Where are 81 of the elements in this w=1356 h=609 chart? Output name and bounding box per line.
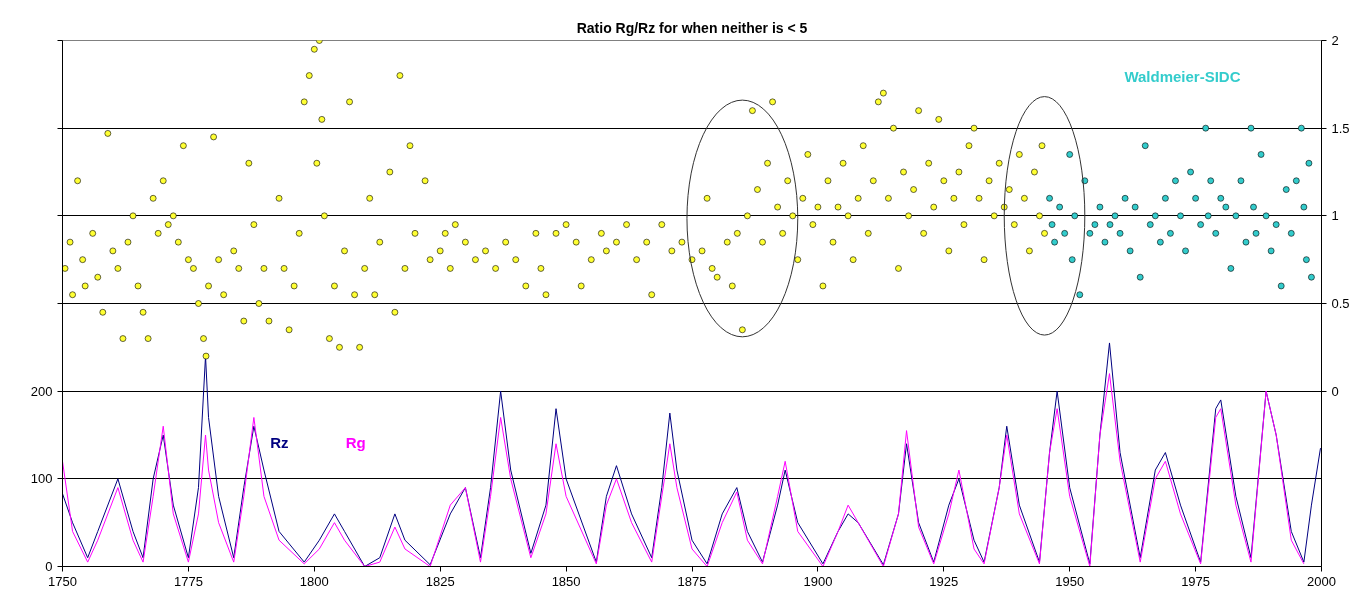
point <box>1272 221 1280 228</box>
point <box>1267 247 1275 255</box>
text: Rg <box>345 433 366 451</box>
point <box>1141 142 1149 149</box>
point <box>1116 230 1124 237</box>
point <box>1061 230 1068 237</box>
x-tick-label: 1975 <box>1181 573 1211 589</box>
x-tick-label: 1925 <box>929 573 959 589</box>
point <box>1282 186 1290 193</box>
chart-title: Ratio Rg/Rz for when neither is < 5 <box>576 19 808 36</box>
y2-tick-label: 1 <box>1331 208 1339 224</box>
point <box>1172 177 1179 185</box>
y-tick-label: 0 <box>45 559 53 574</box>
point <box>1101 238 1109 246</box>
point <box>1056 203 1063 211</box>
point <box>1308 273 1315 281</box>
point <box>1066 151 1073 158</box>
y-tick-label: 100 <box>30 471 53 487</box>
point <box>1247 124 1255 132</box>
point <box>1262 212 1270 220</box>
point <box>1167 230 1174 237</box>
point <box>1051 238 1058 246</box>
point <box>1048 221 1056 228</box>
point <box>1197 221 1204 228</box>
point <box>1257 151 1265 158</box>
point <box>1287 230 1295 237</box>
point <box>1136 273 1144 281</box>
point <box>1277 282 1285 290</box>
point <box>1217 195 1225 202</box>
point <box>1177 212 1184 220</box>
y2-tick-label: 2 <box>1331 33 1339 48</box>
point <box>1076 291 1084 299</box>
point <box>1242 238 1250 246</box>
x-tick-label: 2000 <box>1307 573 1336 589</box>
x-tick-label: 1875 <box>677 573 707 589</box>
point <box>1126 247 1134 255</box>
x-tick-label: 1850 <box>551 573 581 589</box>
point <box>1187 168 1194 176</box>
point <box>1192 195 1199 202</box>
point <box>1222 203 1230 211</box>
x-tick-label: 1800 <box>299 573 329 589</box>
y2-tick-label: 1.5 <box>1331 120 1350 136</box>
point <box>1212 230 1220 237</box>
x-tick-label: 1950 <box>1055 573 1085 589</box>
point <box>1250 203 1257 211</box>
point <box>1096 203 1104 211</box>
point <box>1227 265 1235 272</box>
series-label: Rz <box>270 433 289 451</box>
point <box>1071 212 1079 220</box>
point <box>1106 221 1114 228</box>
point <box>1091 221 1099 228</box>
point <box>1157 238 1164 246</box>
point <box>1237 177 1245 185</box>
point <box>1086 230 1094 237</box>
point <box>1204 212 1212 220</box>
point <box>1068 256 1076 263</box>
point <box>1182 247 1189 255</box>
x-tick-label: 1750 <box>48 573 77 589</box>
x-tick-label: 1775 <box>173 573 203 589</box>
point <box>1202 124 1209 132</box>
point <box>1111 212 1119 220</box>
text: Waldmeier-SIDC <box>1124 68 1241 86</box>
point <box>1121 195 1129 202</box>
y-tick-label: 200 <box>30 383 53 399</box>
point <box>1300 203 1308 211</box>
x-tick-label: 1825 <box>425 573 455 589</box>
point <box>1131 203 1139 211</box>
point <box>1152 212 1159 220</box>
point <box>1232 212 1240 220</box>
point <box>1303 256 1310 263</box>
point <box>1207 177 1215 185</box>
point <box>1305 159 1313 167</box>
y2-tick-label: 0 <box>1331 383 1339 399</box>
point <box>1046 195 1053 202</box>
point <box>1298 124 1305 132</box>
x-tick-label: 1900 <box>803 573 833 589</box>
point <box>1293 177 1300 185</box>
point <box>1162 195 1169 202</box>
y2-tick-label: 0.5 <box>1331 296 1350 311</box>
point <box>1146 221 1154 228</box>
point <box>1252 230 1260 237</box>
